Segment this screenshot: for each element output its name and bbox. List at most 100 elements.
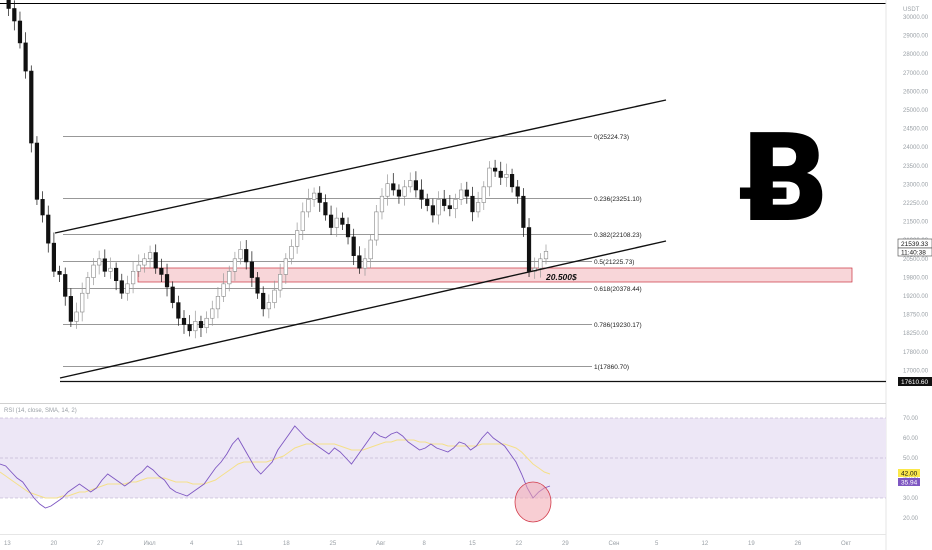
current-time-tag (897, 247, 932, 257)
candle-body (170, 286, 175, 303)
candle-body (334, 217, 339, 228)
candle-body (136, 264, 141, 272)
price-tick-label: 25000.00 (903, 108, 929, 114)
candle-body (238, 249, 243, 260)
candle-body (345, 224, 351, 238)
current-price-value: 21539.33 (901, 241, 928, 248)
channel-upper-line (54, 99, 667, 234)
candle-body (272, 289, 277, 303)
time-tick-label: 8 (423, 541, 427, 547)
fib-level-label: 0.382(22108.23) (594, 232, 642, 239)
price-tick-label: 23500.00 (903, 164, 929, 170)
price-tick-label: 26000.00 (903, 89, 929, 95)
candle-body (515, 186, 520, 197)
price-tick-label: 24000.00 (903, 145, 929, 151)
rsi-tick-label: 30.00 (903, 496, 919, 502)
bitcoin-logo-icon: Ƀ (739, 110, 830, 249)
candle-body (176, 302, 181, 319)
price-tick-label: 18750.00 (903, 313, 929, 319)
time-tick-label: 29 (562, 541, 569, 547)
candle-body (300, 211, 305, 231)
price-tick-label: 22250.00 (903, 201, 929, 207)
candle-body (357, 255, 362, 269)
rsi-sma-line (0, 439, 551, 499)
candle-body (379, 195, 385, 213)
candle-body (159, 267, 164, 275)
candle-body (255, 277, 260, 294)
candle-body (232, 258, 238, 272)
candlestick-series (6, 0, 549, 339)
candle-body (187, 324, 192, 332)
candle-body (391, 183, 396, 191)
candle-body (368, 239, 373, 260)
candle-body (17, 20, 23, 44)
candle-body (289, 245, 294, 260)
candle-body (119, 280, 124, 294)
candle-body (442, 199, 447, 206)
support-label: 20.500$ (545, 272, 577, 282)
candle-body (181, 317, 187, 325)
candle-body (464, 189, 469, 197)
candle-body (521, 195, 526, 228)
candle-body (425, 199, 430, 206)
candle-body (227, 271, 232, 285)
candle-body (295, 230, 300, 247)
candle-body (328, 214, 334, 228)
candle-body (221, 283, 226, 297)
candle-body (91, 264, 96, 278)
rsi-current-value: 35.94 (901, 480, 918, 487)
time-tick-label: Окт (841, 541, 851, 547)
candle-body (85, 277, 90, 294)
candle-body (498, 170, 503, 178)
candle-body (51, 242, 57, 272)
fib-level-label: 0.5(21225.73) (594, 259, 634, 266)
candle-body (504, 174, 509, 178)
candle-body (311, 192, 317, 200)
price-tick-label: 30000.00 (903, 15, 929, 21)
candle-body (278, 274, 283, 291)
current-time-value: 11:40:38 (901, 250, 926, 257)
candle-body (108, 267, 113, 272)
price-tick-label: 24500.00 (903, 127, 929, 133)
candle-body (509, 174, 515, 188)
time-tick-label: 18 (283, 541, 290, 547)
candle-body (12, 8, 17, 22)
rsi-title: RSI (14, close, SMA, 14, 2) (4, 408, 77, 414)
candle-body (6, 0, 11, 9)
candle-body (80, 292, 85, 313)
candle-body (198, 321, 204, 328)
price-axis: 30000.00 29000.00 28000.00 27000.00 26000.00… (903, 15, 929, 374)
price-tick-label: 23000.00 (903, 182, 929, 188)
candle-body (40, 199, 45, 216)
candle-body (538, 258, 543, 269)
fib-level-label: 1(17860.70) (594, 364, 629, 371)
time-tick-label: 26 (795, 541, 802, 547)
candle-body (385, 183, 390, 197)
rsi-tick-label: 60.00 (903, 436, 919, 442)
candle-body (396, 189, 402, 197)
time-tick-label: 27 (97, 541, 104, 547)
candle-body (526, 227, 532, 272)
candle-body (430, 205, 435, 216)
candle-body (413, 180, 419, 191)
candle-body (210, 308, 215, 319)
candle-body (204, 317, 209, 328)
candle-body (147, 252, 153, 260)
time-tick-label: 11 (237, 541, 244, 547)
low-price-tag (898, 377, 932, 386)
candle-body (102, 258, 107, 272)
price-tick-label: 27000.00 (903, 71, 929, 77)
candle-body (97, 258, 102, 266)
fib-level-label: 0.618(20378.44) (594, 286, 642, 293)
rsi-tick-label: 70.00 (903, 416, 919, 422)
rsi-highlight-circle (514, 481, 552, 523)
price-tick-label: 18250.00 (903, 331, 929, 337)
candle-body (362, 258, 368, 269)
rsi-sma-value: 42.00 (901, 471, 918, 478)
rsi-line (0, 425, 551, 509)
price-tick-label: 28000.00 (903, 52, 929, 58)
candle-body (261, 292, 266, 310)
candle-body (130, 271, 136, 285)
time-tick-label: 15 (469, 541, 476, 547)
candle-body (244, 249, 249, 263)
